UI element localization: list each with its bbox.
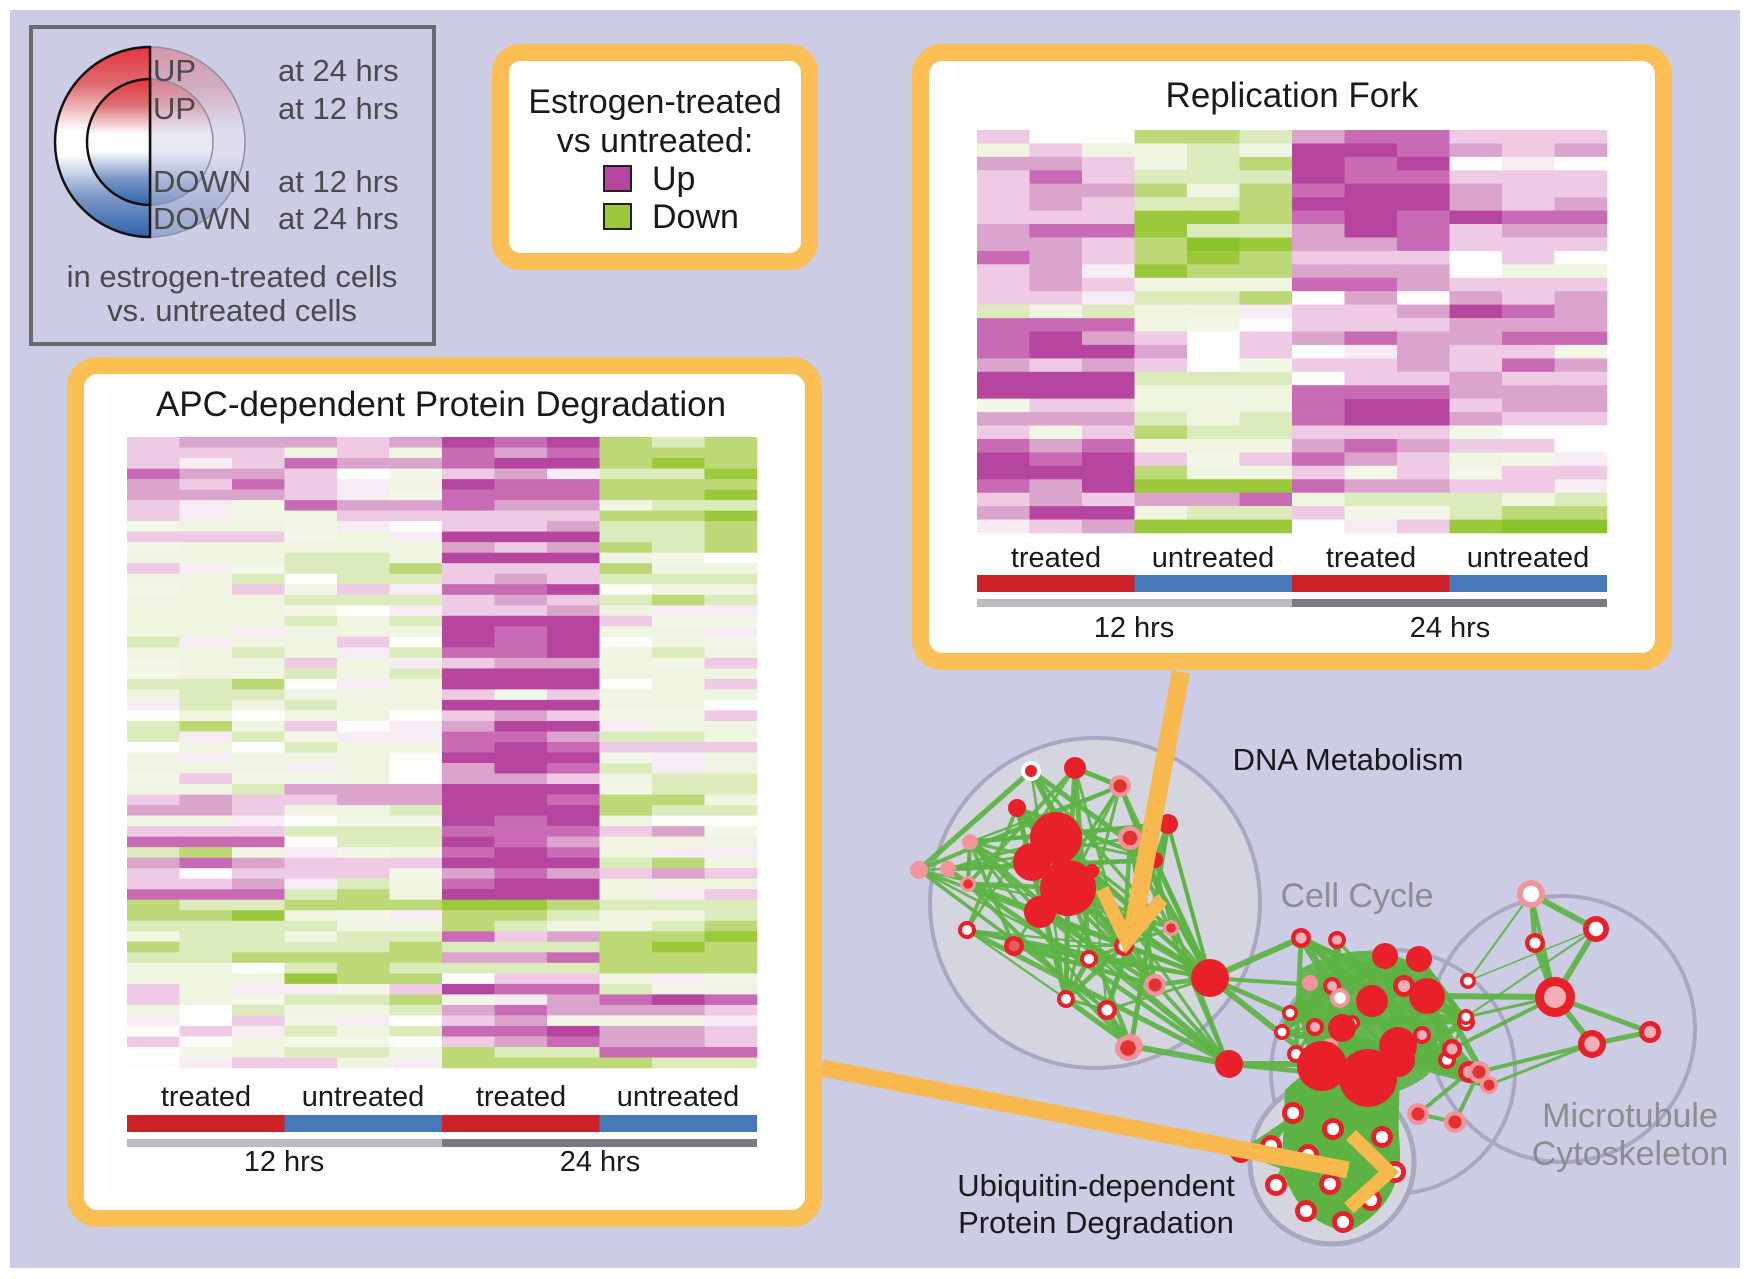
svg-text:24 hrs: 24 hrs [560, 1146, 641, 1178]
svg-text:treated: treated [1011, 542, 1101, 574]
svg-text:vs. untreated cells: vs. untreated cells [107, 293, 357, 328]
svg-text:Up: Up [652, 160, 695, 198]
svg-text:Cell Cycle: Cell Cycle [1280, 877, 1433, 915]
svg-text:untreated: untreated [1467, 542, 1590, 574]
svg-text:12 hrs: 12 hrs [244, 1146, 325, 1178]
svg-text:treated: treated [161, 1081, 251, 1113]
svg-text:Cytoskeleton: Cytoskeleton [1532, 1135, 1729, 1173]
svg-text:vs untreated:: vs untreated: [557, 122, 754, 160]
svg-text:Replication Fork: Replication Fork [1166, 76, 1419, 115]
svg-text:treated: treated [476, 1081, 566, 1113]
svg-text:DOWN: DOWN [153, 201, 251, 236]
svg-text:in estrogen-treated cells: in estrogen-treated cells [67, 259, 398, 294]
svg-text:untreated: untreated [617, 1081, 740, 1113]
svg-text:12 hrs: 12 hrs [1094, 612, 1175, 644]
svg-text:Microtubule: Microtubule [1542, 1097, 1718, 1135]
svg-text:at 12 hrs: at 12 hrs [278, 164, 399, 199]
svg-text:Protein Degradation: Protein Degradation [958, 1205, 1234, 1240]
svg-text:untreated: untreated [302, 1081, 425, 1113]
svg-text:DNA Metabolism: DNA Metabolism [1233, 742, 1464, 777]
svg-text:Down: Down [652, 198, 739, 236]
svg-text:at 12 hrs: at 12 hrs [278, 91, 399, 126]
svg-text:at 24 hrs: at 24 hrs [278, 53, 399, 88]
svg-text:APC-dependent Protein Degradat: APC-dependent Protein Degradation [156, 385, 726, 424]
svg-text:24 hrs: 24 hrs [1410, 612, 1491, 644]
svg-text:at 24 hrs: at 24 hrs [278, 201, 399, 236]
svg-text:treated: treated [1326, 542, 1416, 574]
svg-text:DOWN: DOWN [153, 164, 251, 199]
svg-text:UP: UP [153, 91, 196, 126]
svg-text:Estrogen-treated: Estrogen-treated [528, 83, 781, 121]
svg-text:Ubiquitin-dependent: Ubiquitin-dependent [957, 1168, 1235, 1203]
svg-text:UP: UP [153, 53, 196, 88]
svg-text:untreated: untreated [1152, 542, 1275, 574]
